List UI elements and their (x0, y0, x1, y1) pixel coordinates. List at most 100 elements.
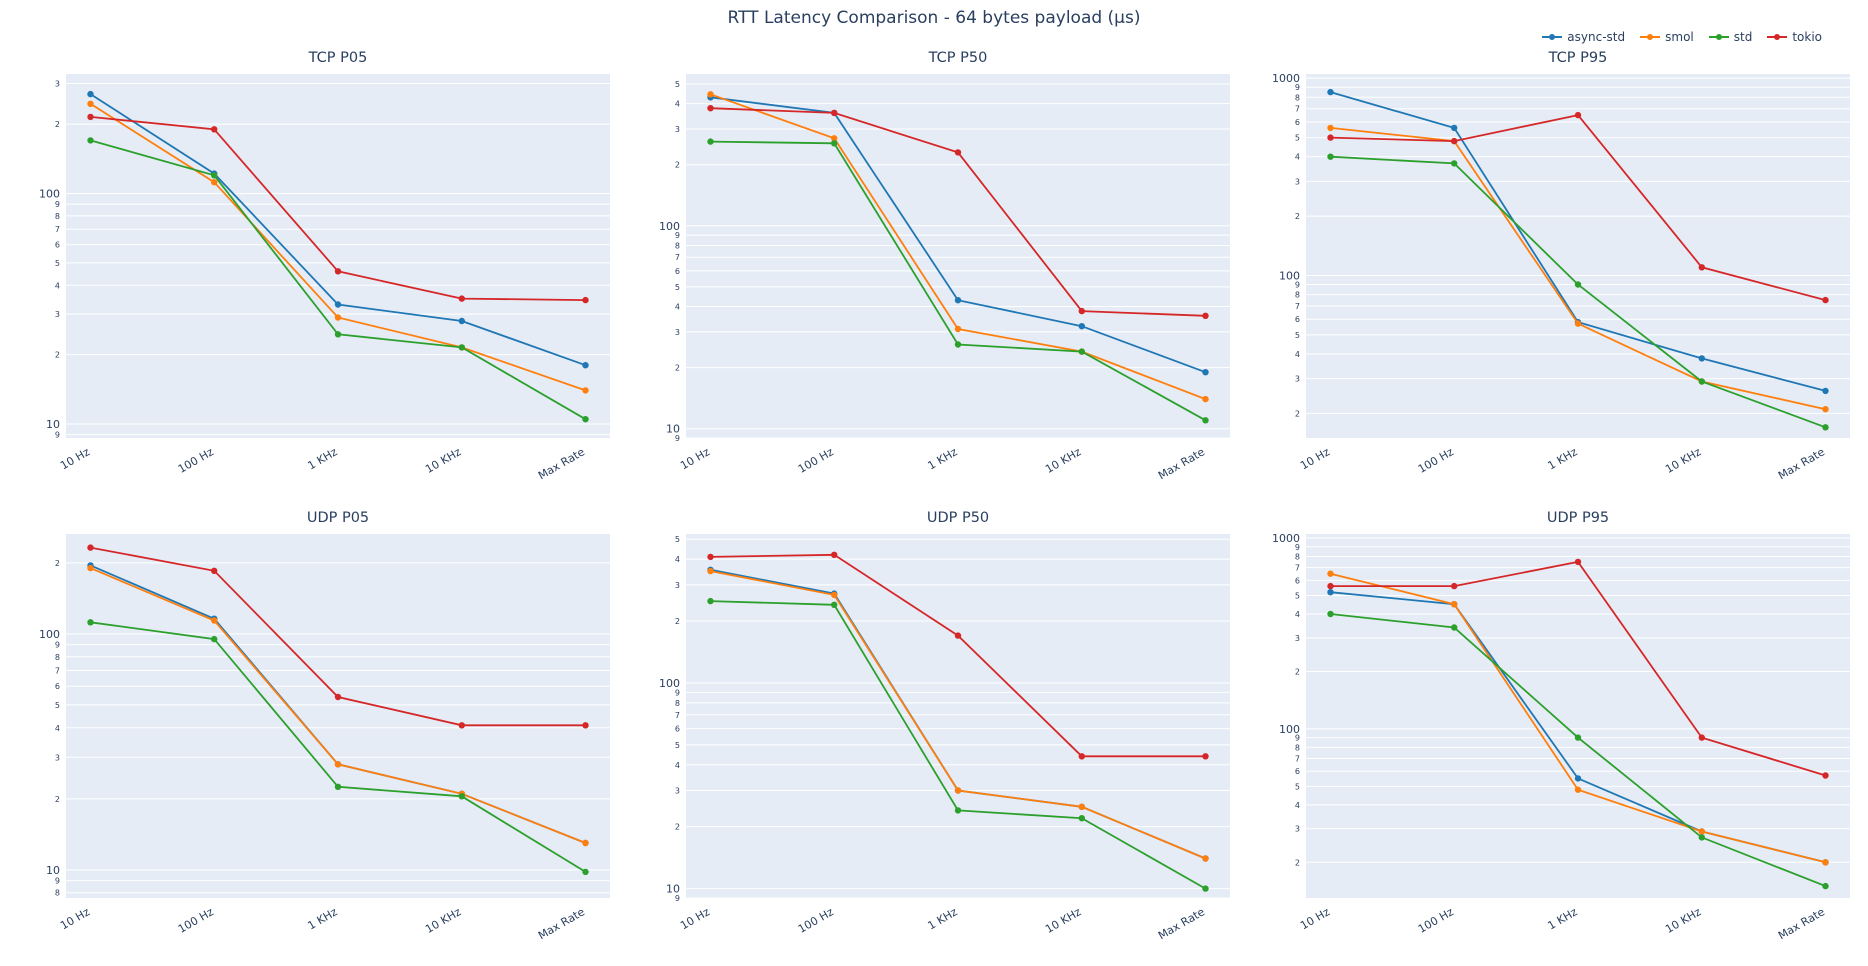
y-tick-label: 8 (55, 889, 60, 898)
y-tick-label: 3 (675, 581, 680, 590)
series-marker-std (211, 172, 218, 179)
y-tick-label: 7 (55, 666, 60, 675)
y-tick-label: 3 (1295, 825, 1300, 834)
series-marker-std (1574, 281, 1582, 288)
series-marker-tokio (211, 567, 218, 574)
y-tick-label: 3 (1295, 634, 1300, 643)
series-marker-std (1202, 417, 1209, 424)
series-marker-std (707, 597, 714, 605)
x-tick-label: Max Rate (536, 905, 587, 942)
plot-background (1306, 534, 1850, 898)
legend-symbol-smol (1640, 34, 1661, 40)
series-marker-smol (1202, 855, 1209, 862)
legend-label: async-std (1567, 30, 1626, 44)
series-marker-smol (334, 761, 342, 768)
series-marker-std (334, 783, 342, 790)
subplot-title: TCP P95 (1548, 50, 1608, 66)
x-tick-label: Max Rate (1156, 445, 1207, 482)
y-tick-label: 5 (1295, 134, 1300, 143)
series-marker-smol (954, 787, 962, 794)
y-tick-label: 10 (666, 883, 680, 896)
plot-background (66, 534, 610, 898)
y-tick-label: 6 (675, 725, 680, 734)
y-tick-label: 5 (55, 701, 60, 710)
y-tick-label: 4 (675, 555, 680, 564)
series-marker-smol (334, 314, 342, 321)
series-marker-smol (211, 617, 218, 624)
series-marker-std (1698, 378, 1705, 385)
y-tick-label: 4 (675, 100, 680, 109)
legend-label: std (1733, 30, 1753, 44)
x-tick-label: 10 KHz (423, 905, 463, 936)
series-marker-tokio (1078, 753, 1085, 760)
series-marker-tokio (87, 544, 94, 551)
y-tick-label: 5 (675, 80, 680, 89)
y-tick-label: 2 (55, 120, 60, 129)
y-tick-label: 2 (1295, 212, 1300, 221)
x-tick-label: 100 Hz (1416, 905, 1456, 936)
series-marker-tokio (1574, 111, 1582, 119)
series-marker-async-std (1451, 124, 1458, 132)
y-tick-label: 4 (1295, 350, 1300, 359)
x-tick-label: 1 KHz (925, 445, 959, 472)
series-marker-tokio (1202, 312, 1209, 319)
y-tick-label: 5 (1295, 591, 1300, 600)
y-tick-label: 5 (1295, 782, 1300, 791)
series-marker-smol (1327, 570, 1334, 577)
y-tick-label: 3 (1295, 177, 1300, 186)
x-tick-label: 100 Hz (176, 905, 216, 936)
y-tick-label: 9 (1295, 734, 1300, 743)
y-tick-label: 100 (39, 628, 60, 641)
x-tick-label: Max Rate (1776, 445, 1827, 482)
y-tick-label: 5 (675, 535, 680, 544)
series-marker-tokio (831, 551, 838, 558)
series-marker-async-std (954, 297, 962, 304)
subplot-title: UDP P05 (307, 510, 369, 526)
legend-item-std[interactable]: std (1708, 30, 1753, 44)
series-marker-async-std (1574, 775, 1582, 782)
series-marker-smol (1574, 786, 1582, 793)
y-tick-label: 10 (46, 864, 60, 877)
charts-grid: TCP P05 9 10 2 3 4 5 6 7 8 9 100 2 3 10 Hz 100 Hz 1 KHz 1… (10, 44, 1866, 962)
plot-background (66, 74, 610, 438)
y-tick-label: 2 (675, 617, 680, 626)
series-marker-std (458, 344, 465, 351)
subplot-title: UDP P50 (927, 510, 989, 526)
plot-background (686, 534, 1230, 898)
series-marker-tokio (954, 632, 962, 639)
series-marker-tokio (87, 113, 94, 121)
series-marker-tokio (1327, 582, 1334, 590)
y-tick-label: 7 (1295, 754, 1300, 763)
series-marker-smol (707, 567, 714, 575)
y-tick-label: 9 (55, 431, 60, 440)
y-tick-label: 3 (675, 328, 680, 337)
y-tick-label: 100 (1279, 269, 1300, 282)
y-tick-label: 7 (55, 225, 60, 234)
series-marker-std (831, 601, 838, 608)
subplot-title: TCP P50 (928, 50, 988, 66)
legend-item-smol[interactable]: smol (1639, 30, 1694, 44)
plot-background (686, 74, 1230, 438)
series-marker-std (707, 138, 714, 145)
y-tick-label: 2 (675, 161, 680, 170)
y-tick-label: 3 (55, 80, 60, 89)
y-tick-label: 1000 (1272, 72, 1300, 85)
y-tick-label: 6 (1295, 576, 1300, 585)
x-tick-label: 10 KHz (1043, 445, 1083, 476)
y-tick-label: 8 (1295, 743, 1300, 752)
legend-item-tokio[interactable]: tokio (1766, 30, 1822, 44)
x-tick-label: 10 KHz (1663, 445, 1703, 476)
series-marker-tokio (1698, 734, 1705, 741)
y-tick-label: 100 (39, 188, 60, 201)
legend-item-async-std[interactable]: async-std (1541, 30, 1625, 44)
figure-title: RTT Latency Comparison - 64 bytes payloa… (727, 8, 1141, 28)
series-marker-tokio (1822, 772, 1829, 779)
series-marker-async-std (334, 301, 342, 308)
y-tick-label: 1000 (1272, 532, 1300, 545)
x-tick-label: Max Rate (1156, 905, 1207, 942)
legend-label: tokio (1792, 30, 1822, 44)
series-marker-smol (1451, 601, 1458, 608)
x-tick-label: 100 Hz (176, 445, 216, 476)
